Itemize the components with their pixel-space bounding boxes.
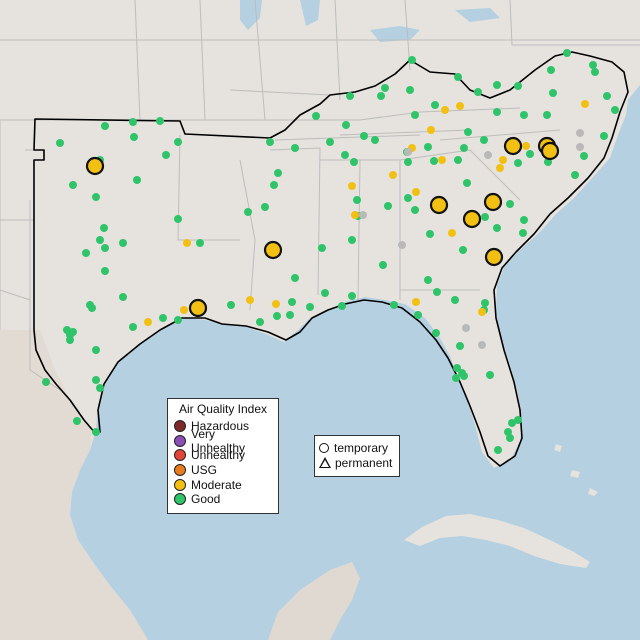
legend-label: Hazardous <box>191 419 250 434</box>
legend-item-unhealthy: Unhealthy <box>174 448 272 463</box>
bahamas-land <box>554 444 598 496</box>
legend-label: temporary <box>334 441 389 456</box>
usg-swatch <box>174 464 186 477</box>
legend-item-permanent: permanent <box>319 456 395 471</box>
legend-item-usg: USG <box>174 463 272 478</box>
stations-moderate-temporary <box>85 136 560 318</box>
aqi-legend-title: Air Quality Index <box>178 402 268 416</box>
legend-label: Moderate <box>191 477 242 492</box>
great-lakes <box>240 0 500 42</box>
legend-label: USG <box>191 463 218 478</box>
triangle-icon <box>319 457 331 469</box>
region-outline <box>33 51 629 467</box>
yucatan-land <box>268 562 360 640</box>
stations-moderate-small <box>144 100 589 326</box>
legend-label: Good <box>191 492 221 507</box>
stations-good <box>42 49 619 454</box>
hazardous-swatch <box>174 420 186 433</box>
unhealthy-swatch <box>174 449 186 462</box>
legend-label: permanent <box>335 455 393 470</box>
cuba-land <box>404 514 590 568</box>
legend-item-very-unhealthy: Very Unhealthy <box>174 427 272 455</box>
legend-label: Unhealthy <box>191 448 246 463</box>
legend-item-temporary: temporary <box>319 441 395 456</box>
aqi-legend: Air Quality Index Hazardous Very Unhealt… <box>167 398 279 514</box>
monitor-type-legend: temporary permanent <box>314 435 400 477</box>
legend-item-hazardous: Hazardous <box>174 419 272 434</box>
very-unhealthy-swatch <box>174 434 186 447</box>
legend-item-good: Good <box>174 492 272 507</box>
mexico-land <box>0 330 148 640</box>
stations-no-data <box>359 129 584 349</box>
legend-label: Very Unhealthy <box>191 426 246 455</box>
moderate-swatch <box>174 478 186 491</box>
circle-icon <box>319 443 329 454</box>
good-swatch <box>174 493 186 506</box>
legend-item-moderate: Moderate <box>174 477 272 492</box>
